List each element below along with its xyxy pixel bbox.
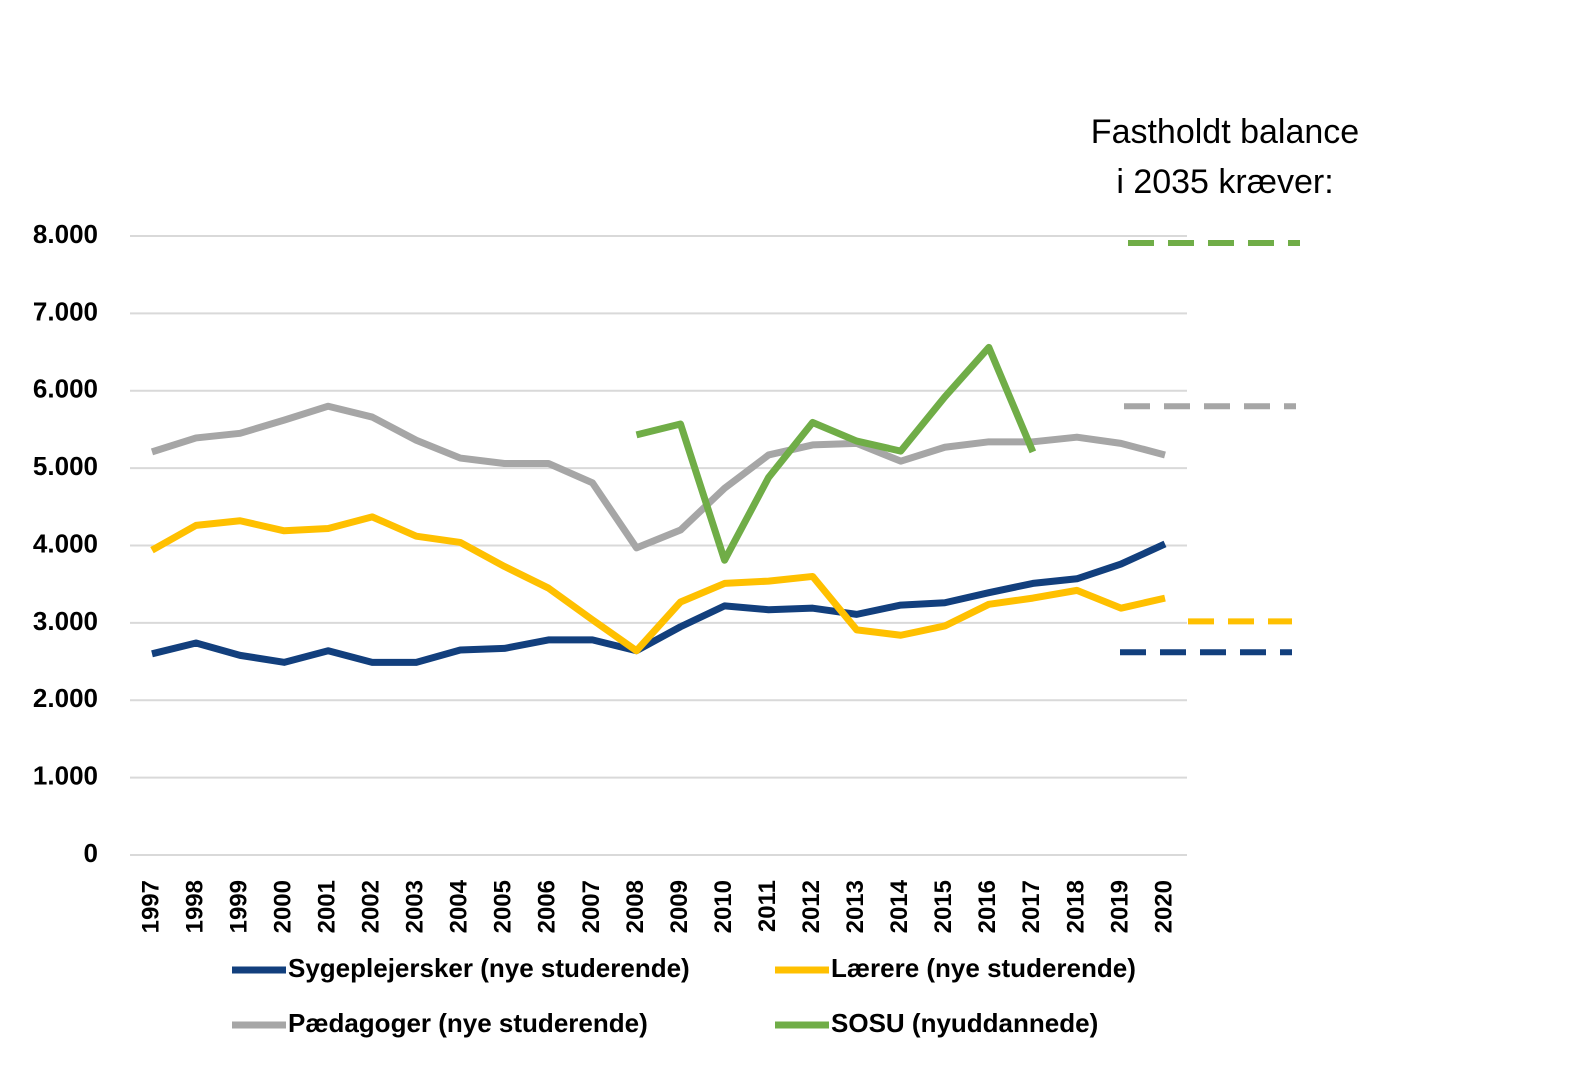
x-tick-label: 2005	[490, 880, 517, 933]
x-tick-label: 2011	[754, 880, 781, 932]
x-tick-label: 2017	[1018, 880, 1045, 933]
x-tick-label: 2009	[666, 880, 693, 933]
y-tick-label: 4.000	[33, 528, 98, 558]
x-tick-label: 1998	[181, 880, 208, 933]
legend-label: SOSU (nyuddannede)	[831, 1008, 1098, 1038]
x-tick-label: 2013	[842, 880, 869, 933]
y-tick-label: 7.000	[33, 296, 98, 326]
x-tick-label: 2003	[402, 880, 429, 933]
x-tick-label: 2000	[269, 880, 296, 933]
x-tick-label: 2016	[974, 880, 1001, 933]
series-line	[151, 540, 1167, 666]
series-line	[635, 343, 1037, 564]
x-tick-label: 2014	[886, 879, 913, 933]
x-tick-label: 2018	[1062, 880, 1089, 933]
legend-label: Pædagoger (nye studerende)	[288, 1008, 648, 1038]
y-tick-label: 0	[84, 838, 98, 868]
y-tick-label: 6.000	[33, 374, 98, 404]
x-tick-label: 2020	[1150, 880, 1177, 933]
x-tick-label: 2019	[1106, 880, 1133, 933]
y-tick-label: 2.000	[33, 683, 98, 713]
y-tick-label: 3.000	[33, 606, 98, 636]
legend-label: Lærere (nye studerende)	[831, 953, 1136, 983]
x-tick-label: 2008	[622, 880, 649, 933]
x-tick-label: 2012	[798, 880, 825, 933]
legend-label: Sygeplejersker (nye studerende)	[288, 953, 690, 983]
x-tick-label: 2004	[446, 879, 473, 933]
x-tick-label: 2007	[578, 880, 605, 933]
x-tick-label: 2006	[534, 880, 561, 933]
annotation: i 2035 kræver:	[1116, 163, 1333, 201]
series-line	[150, 402, 1166, 552]
x-tick-label: 2015	[930, 880, 957, 933]
y-tick-label: 5.000	[33, 451, 98, 481]
y-tick-label: 8.000	[33, 219, 98, 249]
x-tick-label: 1999	[225, 880, 252, 933]
y-tick-label: 1.000	[33, 761, 98, 791]
x-tick-label: 2001	[314, 880, 341, 933]
x-tick-label: 2002	[358, 880, 385, 933]
x-tick-label: 2010	[710, 880, 737, 933]
annotation: Fastholdt balance	[1091, 113, 1359, 151]
x-tick-label: 1997	[137, 880, 164, 933]
series-line	[150, 513, 1166, 655]
